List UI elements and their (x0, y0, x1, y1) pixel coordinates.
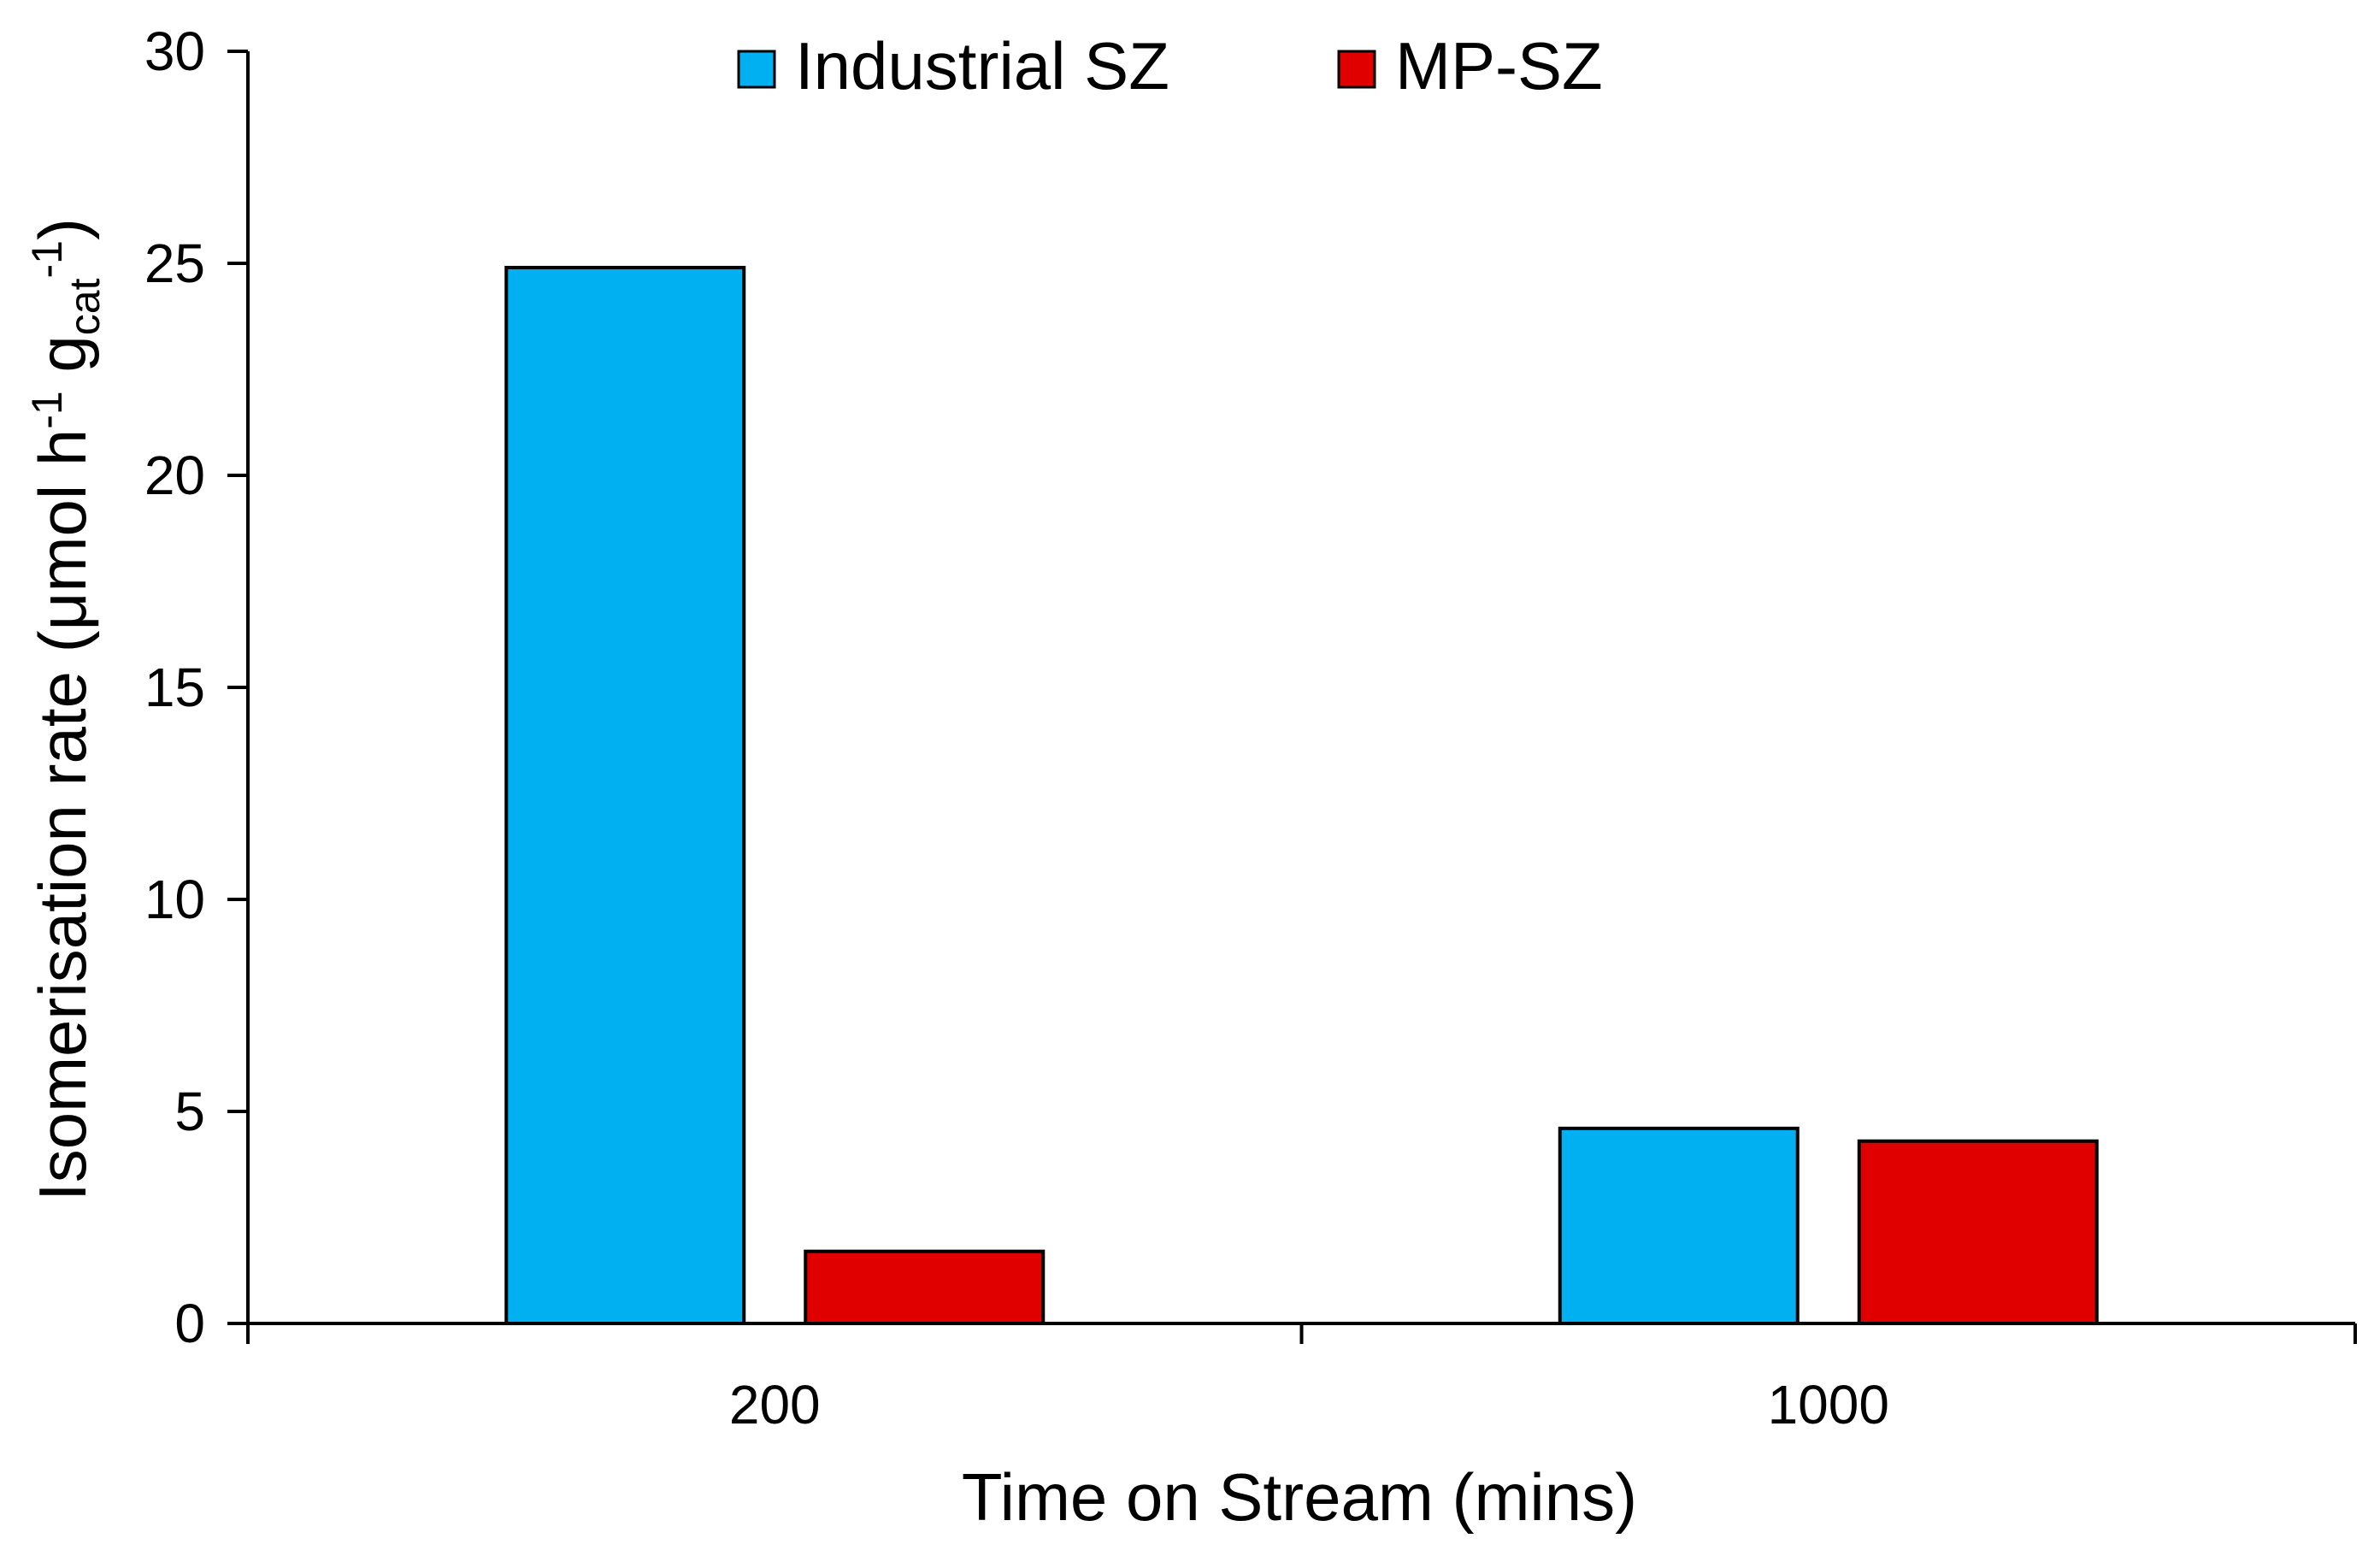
y-axis-title-main: Isomerisation rate (μmol h (25, 429, 100, 1201)
bar-industrial-sz-1000 (1558, 1126, 1800, 1325)
y-axis-title-exp1: -1 (23, 391, 71, 428)
legend-label-mp-sz: MP-SZ (1395, 28, 1603, 103)
y-axis-title-exp2: -1 (23, 240, 71, 278)
x-tick-label: 1000 (1768, 1374, 1889, 1435)
y-ticks-group: 0 5 10 15 20 25 30 (144, 21, 248, 1354)
y-axis-title-end: ) (25, 218, 100, 240)
bar-mp-sz-200 (804, 1249, 1046, 1326)
y-tick-label: 0 (174, 1293, 205, 1354)
y-axis-title-sub: cat (61, 278, 109, 335)
y-tick-label: 15 (144, 657, 205, 718)
legend-swatch-industrial-sz (737, 50, 776, 89)
y-tick-label: 10 (144, 869, 205, 930)
legend: Industrial SZ MP-SZ (737, 28, 1603, 103)
x-tick-label: 200 (729, 1374, 821, 1435)
legend-swatch-mp-sz (1337, 50, 1376, 89)
y-tick-label: 30 (144, 21, 205, 82)
x-axis-title: Time on Stream (mins) (962, 1459, 1637, 1535)
y-axis-title-mid: g (25, 335, 100, 391)
y-axis-title: Isomerisation rate (μmol h-1 gcat-1) (23, 218, 109, 1201)
x-ticks-group: 200 1000 (246, 1323, 2357, 1435)
y-tick-label: 20 (144, 445, 205, 506)
bar-industrial-sz-200 (504, 265, 746, 1326)
y-tick-label: 5 (174, 1081, 205, 1142)
bars-group (504, 265, 2099, 1326)
bar-mp-sz-1000 (1857, 1139, 2099, 1325)
legend-label-industrial-sz: Industrial SZ (795, 28, 1169, 103)
y-tick-label: 25 (144, 233, 205, 294)
